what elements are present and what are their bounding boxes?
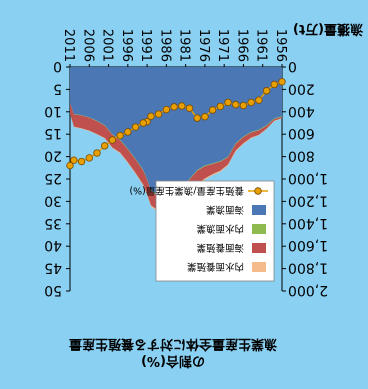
legend-label: 養殖生産量/漁業生産量(%) [129,185,244,197]
ratio-point [147,112,155,120]
ratio-point [185,104,194,112]
y-right-tick-label: 10 [44,103,62,119]
ratio-point [216,102,225,111]
y-right-tick-label: 40 [44,237,62,253]
x-tick-label: 1991 [138,29,153,62]
ratio-point [247,98,255,107]
ratio-point [178,102,186,110]
ratio-point [170,103,178,111]
x-tick-label: 2001 [100,29,115,62]
ratio-point [85,154,93,162]
x-tick-label: 1971 [215,29,230,62]
legend-swatch [252,205,266,215]
axes-layer: 02004006008001,0001,2001,4001,6001,8002,… [44,29,328,298]
x-tick-label: 2006 [80,29,95,62]
ratio-point [108,136,117,144]
y-right-tick-label: 15 [44,125,62,141]
y-right-tick-label: 0 [53,58,62,74]
y-left-tick-label: 1,000 [288,170,328,186]
ratio-point [262,87,271,95]
ratio-point [201,113,209,121]
y-right-tick-label: 50 [44,282,62,298]
legend-swatch [252,262,266,272]
ratio-point [66,161,74,170]
y-left-tick-label: 200 [288,80,315,96]
ratio-point [93,149,101,157]
ratio-point [139,119,147,127]
ratio-point [100,142,109,150]
ratio-point [77,157,86,166]
ratio-point [162,105,171,114]
ratio-point [116,131,124,140]
x-tick-label: 1956 [273,29,288,62]
ratio-point [224,98,232,107]
y-left-tick-label: 1,200 [288,192,328,208]
y-right-tick-label: 25 [44,170,62,186]
chart-rotated-group: 漁業生産量全体に対する養殖生産量 の割合(%) 漁獲量(万t) 02004006… [44,21,363,369]
chart-subtitle: の割合(%) [141,353,205,369]
y-right-tick-label: 45 [44,260,62,276]
ratio-point [270,80,278,89]
x-tick-label: 1996 [119,29,134,62]
ratio-point [278,78,286,86]
ratio-point [193,114,201,122]
legend-label: 海面漁業 [205,204,244,216]
ratio-point [124,128,132,136]
ratio-point [131,123,140,131]
x-tick-label: 2011 [61,29,76,62]
y-left-tick-label: 2,000 [288,282,328,298]
y-left-tick-label: 600 [288,125,315,141]
x-tick-label: 1986 [157,29,172,62]
x-tick-label: 1961 [254,29,269,62]
y-left-tick-label: 1,600 [288,237,328,253]
legend-label: 内水面養殖業 [186,261,244,273]
ratio-point [232,100,240,109]
ratio-point [154,110,163,118]
y-left-tick-label: 1,800 [288,260,328,276]
y-right-tick-label: 20 [44,148,62,164]
y-left-tick-label: 800 [288,148,315,164]
y-right-tick-label: 30 [44,192,62,208]
y-left-tick-label: 1,400 [288,215,328,231]
legend-label: 海面養殖業 [196,242,244,254]
ratio-point [239,101,248,110]
ratio-point [70,156,78,164]
y-left-tick-label: 0 [288,58,297,74]
ratio-line-layer [66,78,286,170]
legend: 内水面養殖業 海面養殖業 内水面漁業 海面漁業 養殖生産量/漁業生産量(%) [129,180,275,282]
legend-swatch-marker [254,187,262,195]
legend-swatch [252,243,266,253]
x-tick-label: 1976 [196,29,211,62]
legend-swatch [252,224,266,234]
y-left-tick-label: 400 [288,103,315,119]
y-right-tick-label: 35 [44,215,62,231]
y-axis-left-label: 漁獲量(万t) [293,21,363,37]
ratio-point [255,96,263,104]
x-tick-label: 1981 [177,29,192,62]
legend-label: 内水面漁業 [196,223,244,235]
x-tick-label: 1966 [234,29,249,62]
chart-title: 漁業生産量全体に対する養殖生産量 [69,336,277,352]
ratio-point [208,106,217,114]
y-right-tick-label: 5 [53,80,62,96]
